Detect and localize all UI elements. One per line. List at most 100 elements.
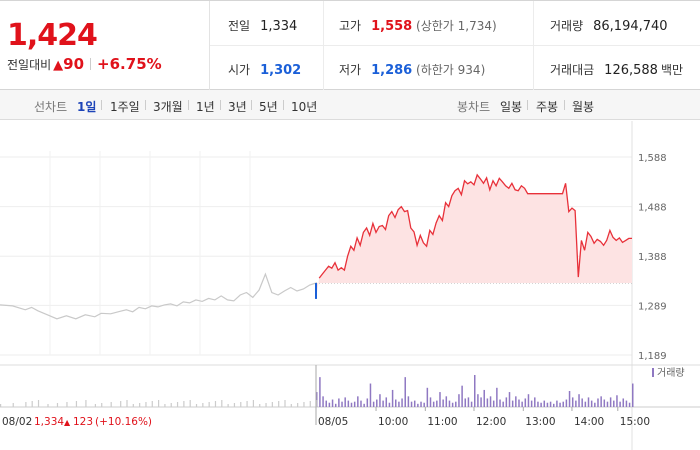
high-label: 고가: [339, 19, 362, 33]
volume-bar: [347, 400, 350, 407]
y-tick-label: 1,289: [638, 301, 667, 312]
volume-bar: [511, 400, 514, 407]
volume-bar: [486, 398, 489, 407]
prev-volume-bar: [85, 400, 87, 407]
volume-bar: [407, 396, 410, 407]
volume-bar: [622, 398, 625, 407]
volume-bar: [331, 399, 334, 407]
prev-volume-bar: [290, 404, 292, 407]
prev-volume-bar: [183, 401, 185, 407]
trade-value-cell: 거래대금 126,588 백만: [550, 61, 683, 78]
volume-bar: [534, 397, 536, 407]
volume-bar: [632, 383, 634, 407]
tab-divider: [527, 100, 528, 110]
prev-volume-bar: [271, 402, 273, 407]
volume-bar: [559, 402, 561, 407]
prev-close-value: 1,334: [260, 19, 298, 34]
prev-volume-bar: [309, 401, 311, 407]
volume-bar: [363, 403, 365, 407]
volume-bar: [594, 402, 596, 407]
tab-3-months[interactable]: 3개월: [153, 100, 183, 114]
volume-bar: [445, 396, 448, 407]
tab-divider: [101, 100, 102, 110]
tab-10-years[interactable]: 10년: [291, 100, 318, 114]
volume-bar: [628, 402, 631, 407]
prev-volume-bar: [284, 400, 286, 407]
prev-volume-bar: [145, 402, 147, 407]
prev-volume-bar: [151, 401, 153, 407]
tab-weekly-candle[interactable]: 주봉: [536, 100, 559, 114]
prev-volume-bar: [214, 401, 217, 407]
tab-divider: [251, 100, 252, 110]
volume-bar: [590, 400, 593, 407]
summary-col-divider: [323, 1, 324, 90]
tab-1-day[interactable]: 1일: [77, 100, 97, 114]
volume-bar: [556, 400, 558, 407]
volume-bar: [540, 402, 542, 407]
volume-bar: [357, 396, 359, 407]
volume-bar: [379, 394, 381, 407]
volume-legend-label: 거래량: [657, 367, 685, 379]
tab-1-week[interactable]: 1주일: [110, 100, 140, 114]
price-chart[interactable]: 1,588 1,488 1,388 1,289 1,189 거래량 08/05 10:00 11…: [0, 121, 700, 450]
prev-close-cell: 전일 1,334: [228, 17, 297, 34]
prev-volume-bar: [189, 400, 191, 407]
prev-volume-bar: [227, 404, 229, 407]
volume-value: 86,194,740: [593, 19, 668, 34]
tab-5-years[interactable]: 5년: [259, 100, 278, 114]
prev-volume-bar: [240, 402, 242, 407]
prev-volume-bar: [31, 401, 33, 407]
tab-daily-candle[interactable]: 일봉: [500, 100, 523, 114]
volume-bar: [474, 375, 476, 407]
volume-bar: [489, 396, 492, 407]
volume-bar: [581, 398, 583, 407]
volume-bar: [562, 401, 564, 407]
prev-volume-bar: [303, 402, 305, 407]
volume-bar: [600, 396, 602, 407]
volume-bar: [549, 401, 552, 407]
tab-3-years[interactable]: 3년: [228, 100, 247, 114]
volume-bar: [565, 399, 568, 407]
volume-bar: [499, 399, 501, 407]
volume-bar: [458, 394, 460, 407]
volume-bar: [436, 400, 438, 407]
volume-bar: [442, 399, 444, 407]
volume-bar: [334, 403, 337, 407]
volume-bar: [322, 396, 324, 407]
volume-bar: [546, 402, 549, 407]
line-chart-header: 선차트: [34, 100, 68, 114]
volume-bar: [530, 400, 533, 407]
volume-bar: [537, 401, 539, 407]
volume-bar: [619, 401, 621, 407]
upper-limit: (상한가 1,734): [416, 19, 497, 33]
x-tick-label: 08/05: [318, 416, 348, 428]
prev-volume-bar: [246, 401, 248, 407]
tab-1-year[interactable]: 1년: [196, 100, 215, 114]
prev-volume-bar: [297, 403, 299, 407]
change-row: 전일대비 ▲90 +6.75%: [7, 55, 162, 73]
open-cell: 시가 1,302: [228, 61, 301, 78]
volume-bar: [467, 397, 470, 407]
prev-volume-bar: [75, 401, 78, 407]
volume-bar: [603, 399, 606, 407]
volume-bar: [597, 398, 599, 407]
volume-bar: [429, 397, 432, 407]
volume-bar: [543, 400, 546, 407]
volume-bar: [423, 402, 425, 407]
volume-bar: [388, 402, 391, 407]
volume-bar: [366, 398, 369, 407]
open-label: 시가: [228, 63, 251, 77]
x-tick-label: 15:00: [620, 416, 650, 428]
prev-volume-bar: [132, 404, 134, 407]
current-price-box: 1,424 전일대비 ▲90 +6.75%: [0, 1, 210, 90]
volume-bar: [505, 397, 508, 407]
volume-bar: [319, 377, 321, 407]
prev-volume-bar: [56, 403, 59, 407]
tab-monthly-candle[interactable]: 월봉: [572, 100, 595, 114]
volume-bar: [382, 400, 384, 407]
volume-bar: [518, 399, 520, 407]
volume-bar: [508, 392, 511, 407]
volume-bar: [480, 397, 482, 407]
prev-volume-bar: [316, 400, 318, 407]
up-triangle-icon: ▲: [53, 58, 64, 73]
